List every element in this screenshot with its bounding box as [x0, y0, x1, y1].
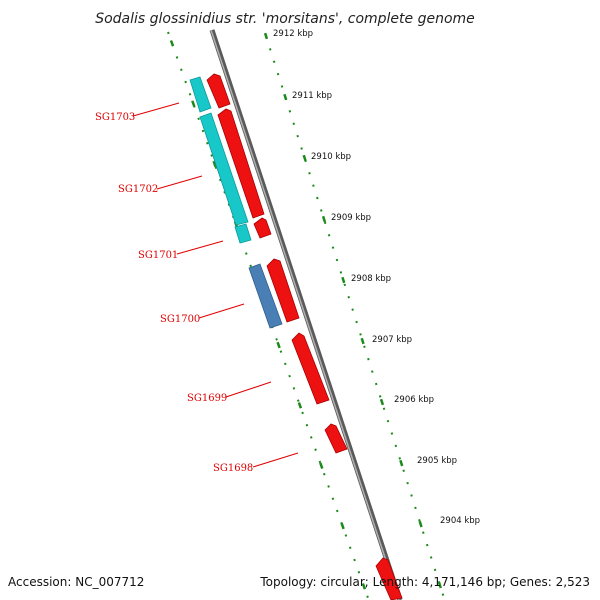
gene-sg1703-feature[interactable] — [189, 76, 212, 113]
gene-label-sg1698[interactable]: SG1698 — [213, 463, 253, 474]
leader-line — [252, 452, 299, 468]
inner-major-tick — [340, 522, 345, 530]
gene-sg1700-feature[interactable] — [248, 263, 283, 329]
outer-major-tick — [263, 32, 269, 40]
leader-line — [225, 381, 272, 398]
gene-labels: SG1703 SG1702 SG1701 SG1700 SG1699 SG169… — [95, 112, 253, 474]
gene-label-sg1700[interactable]: SG1700 — [160, 314, 200, 325]
inner-major-tick — [191, 100, 196, 107]
kbp-label: 2911 kbp — [292, 91, 332, 101]
gene-label-sg1702[interactable]: SG1702 — [118, 184, 158, 195]
inner-major-tick — [297, 402, 303, 409]
gene-offscreen-feature[interactable] — [375, 557, 403, 600]
inner-major-tick — [276, 341, 281, 349]
gene-label-sg1703[interactable]: SG1703 — [95, 112, 135, 123]
gene-label-sg1701[interactable]: SG1701 — [138, 250, 178, 261]
leader-line — [132, 102, 180, 117]
kbp-label: 2910 kbp — [311, 152, 351, 162]
outer-major-tick — [341, 276, 346, 284]
kbp-label: 2908 kbp — [351, 274, 391, 284]
kbp-label: 2905 kbp — [417, 456, 457, 466]
gene-label-sg1699[interactable]: SG1699 — [187, 393, 227, 404]
gene-sg1700-partner-feature[interactable] — [266, 258, 300, 323]
inner-major-tick — [319, 462, 324, 470]
outer-major-tick — [399, 459, 404, 467]
kbp-scale-labels: 2912 kbp 2911 kbp 2910 kbp 2909 kbp 2908… — [273, 29, 480, 526]
inner-major-tick — [212, 160, 217, 168]
gene-sg1703-partner-feature[interactable] — [206, 73, 231, 109]
kbp-label: 2904 kbp — [440, 516, 480, 526]
leader-line — [198, 303, 245, 319]
leader-line — [176, 240, 224, 255]
genome-summary-text: Topology: circular; Length: 4,171,146 bp… — [259, 575, 590, 589]
gene-label-leaders — [132, 102, 299, 468]
outer-major-tick — [437, 581, 442, 589]
kbp-label: 2907 kbp — [372, 335, 412, 345]
inner-major-tick — [169, 40, 175, 47]
accession-text: Accession: NC_007712 — [8, 575, 144, 589]
gene-sg1701-feature[interactable] — [234, 223, 252, 244]
gene-sg1702-feature[interactable] — [199, 112, 249, 226]
genome-backbone-highlight — [210, 29, 400, 600]
outer-major-tick — [418, 520, 423, 528]
genome-backbone — [209, 29, 403, 600]
outer-major-tick — [379, 398, 385, 406]
gene-sg1702-partner-feature[interactable] — [217, 108, 265, 219]
kbp-label: 2909 kbp — [331, 213, 371, 223]
leader-line — [156, 175, 203, 190]
gene-sg1699-feature[interactable] — [291, 332, 330, 405]
gene-features — [189, 73, 403, 600]
outer-major-tick — [360, 337, 365, 345]
kbp-label: 2912 kbp — [273, 29, 313, 39]
inner-major-tick — [361, 583, 367, 590]
gene-sg1698-feature[interactable] — [324, 423, 348, 454]
outer-major-tick — [321, 215, 327, 223]
gene-sg1701-partner-feature[interactable] — [253, 217, 272, 239]
map-title: Sodalis glossinidius str. 'morsitans', c… — [95, 11, 475, 27]
outer-major-tick — [302, 154, 307, 162]
kbp-label: 2906 kbp — [394, 395, 434, 405]
outer-major-tick — [283, 93, 288, 101]
